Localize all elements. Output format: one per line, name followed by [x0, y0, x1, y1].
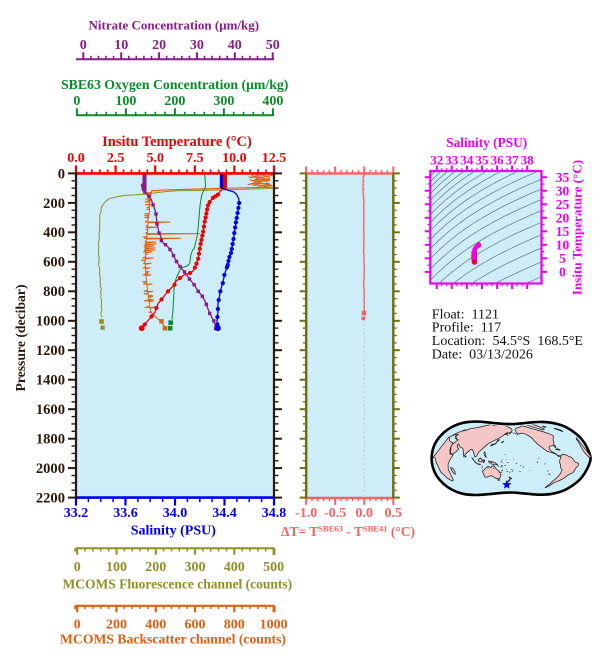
- svg-text:5: 5: [559, 251, 566, 266]
- svg-text:0.0: 0.0: [356, 506, 374, 521]
- svg-text:600: 600: [43, 255, 65, 271]
- svg-text:2.5: 2.5: [107, 151, 125, 166]
- svg-text:0.5: 0.5: [385, 506, 403, 521]
- svg-text:30: 30: [556, 183, 570, 198]
- svg-text:Pressure (decibar): Pressure (decibar): [13, 284, 29, 391]
- svg-text:Insitu Temperature (°C): Insitu Temperature (°C): [569, 160, 584, 295]
- svg-text:33.2: 33.2: [64, 506, 89, 521]
- svg-text:100: 100: [115, 94, 136, 109]
- svg-text:200: 200: [145, 560, 166, 575]
- svg-text:2200: 2200: [36, 491, 65, 507]
- svg-text:10.0: 10.0: [222, 151, 247, 166]
- svg-text:0: 0: [80, 38, 87, 53]
- svg-text:37: 37: [506, 153, 520, 168]
- svg-text:400: 400: [262, 94, 283, 109]
- svg-text:400: 400: [145, 617, 166, 632]
- svg-text:38: 38: [521, 153, 535, 168]
- svg-text:1400: 1400: [36, 373, 65, 389]
- svg-text:800: 800: [224, 617, 245, 632]
- svg-text:200: 200: [164, 94, 185, 109]
- svg-text:33.6: 33.6: [113, 506, 138, 521]
- svg-text:SBE63 Oxygen Concentration (μm: SBE63 Oxygen Concentration (μm/kg): [61, 77, 288, 93]
- svg-text:Location: 54.5°S 168.5°E: Location: 54.5°S 168.5°E: [432, 334, 583, 349]
- svg-text:400: 400: [43, 225, 65, 241]
- svg-text:35: 35: [476, 153, 490, 168]
- svg-text:35: 35: [556, 170, 570, 185]
- svg-text:1000: 1000: [260, 617, 288, 632]
- svg-text:34.0: 34.0: [163, 506, 188, 521]
- svg-text:MCOMS Backscatter channel (cou: MCOMS Backscatter channel (counts): [60, 631, 286, 647]
- svg-text:20: 20: [556, 211, 570, 226]
- svg-text:Nitrate Concentration (μm/kg): Nitrate Concentration (μm/kg): [89, 18, 260, 33]
- svg-text:20: 20: [152, 38, 166, 53]
- svg-text:1000: 1000: [36, 314, 65, 330]
- svg-text:5.0: 5.0: [146, 151, 164, 166]
- svg-text:200: 200: [43, 196, 65, 212]
- svg-text:34.8: 34.8: [262, 506, 287, 521]
- svg-text:32: 32: [430, 153, 443, 168]
- svg-text:Insitu Temperature (°C): Insitu Temperature (°C): [102, 134, 252, 150]
- svg-text:2000: 2000: [36, 461, 65, 477]
- svg-text:800: 800: [43, 284, 65, 300]
- svg-text:0: 0: [559, 265, 566, 280]
- svg-text:1800: 1800: [36, 432, 65, 448]
- svg-text:400: 400: [224, 560, 245, 575]
- svg-text:34: 34: [460, 153, 474, 168]
- svg-text:1600: 1600: [36, 402, 65, 418]
- svg-text:-0.5: -0.5: [324, 506, 346, 521]
- svg-text:0: 0: [73, 94, 80, 109]
- svg-text:Float: 1121: Float: 1121: [432, 307, 499, 322]
- svg-text:Profile: 117: Profile: 117: [432, 321, 501, 336]
- svg-text:10: 10: [556, 238, 570, 253]
- svg-text:30: 30: [190, 38, 204, 53]
- svg-text:500: 500: [263, 560, 284, 575]
- svg-text:ΔT= TSBE63 - TSBE41 (°C): ΔT= TSBE63 - TSBE41 (°C): [281, 524, 415, 540]
- svg-text:Date: 03/13/2026: Date: 03/13/2026: [432, 348, 533, 363]
- svg-text:100: 100: [106, 560, 127, 575]
- svg-text:0.0: 0.0: [67, 151, 85, 166]
- svg-text:10: 10: [114, 38, 128, 53]
- svg-text:300: 300: [213, 94, 234, 109]
- svg-text:0: 0: [74, 617, 81, 632]
- svg-text:36: 36: [491, 153, 505, 168]
- svg-text:0: 0: [74, 560, 81, 575]
- svg-text:Salinity (PSU): Salinity (PSU): [446, 135, 527, 150]
- svg-text:1200: 1200: [36, 343, 65, 359]
- svg-text:200: 200: [106, 617, 127, 632]
- svg-text:12.5: 12.5: [262, 151, 287, 166]
- svg-text:MCOMS Fluorescence channel (co: MCOMS Fluorescence channel (counts): [62, 577, 292, 592]
- svg-text:0: 0: [58, 166, 65, 182]
- svg-text:33: 33: [445, 153, 459, 168]
- svg-text:40: 40: [228, 38, 242, 53]
- svg-text:15: 15: [556, 224, 570, 239]
- svg-text:34.4: 34.4: [212, 506, 237, 521]
- svg-text:25: 25: [556, 197, 570, 212]
- svg-text:50: 50: [266, 38, 280, 53]
- svg-text:7.5: 7.5: [186, 151, 204, 166]
- svg-text:300: 300: [185, 560, 206, 575]
- svg-text:600: 600: [185, 617, 206, 632]
- svg-text:-1.0: -1.0: [295, 506, 317, 521]
- svg-text:Salinity (PSU): Salinity (PSU): [131, 524, 217, 539]
